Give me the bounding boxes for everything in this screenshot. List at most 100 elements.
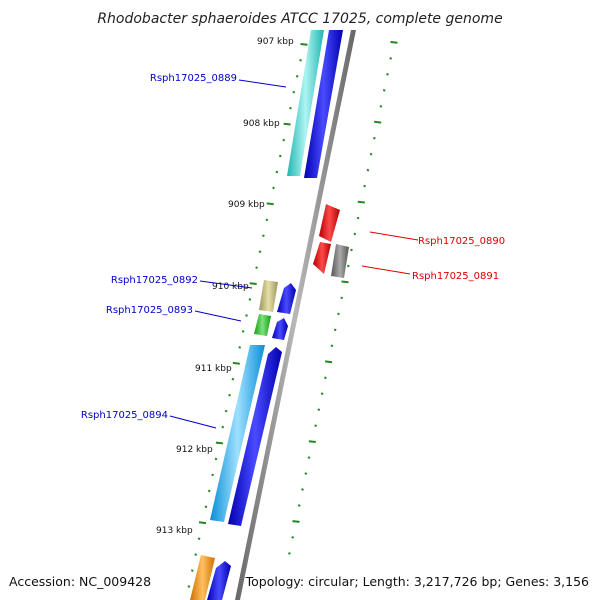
left-scale-tick	[292, 90, 296, 94]
right-scale-tick	[356, 216, 360, 220]
right-scale-ticks	[288, 41, 398, 555]
gene-0891-red-arrow[interactable]	[313, 242, 331, 274]
left-scale-tick	[255, 266, 258, 269]
left-scale-tick	[266, 202, 274, 206]
right-scale-tick	[341, 280, 349, 284]
leader-line-0889	[238, 79, 287, 88]
gene-label-0890[interactable]: Rsph17025_0890	[418, 236, 505, 247]
left-scale-tick	[300, 43, 308, 46]
right-scale-tick	[320, 392, 324, 396]
gene-0892-khaki-box[interactable]	[259, 280, 278, 312]
leader-line-0894	[169, 415, 217, 429]
right-scale-tick	[369, 152, 373, 156]
gene-0891-gray-box[interactable]	[331, 244, 349, 278]
topology-text: Topology: circular; Length: 3,217,726 bp…	[245, 574, 589, 589]
kbp-label-907: 907 kbp	[257, 37, 294, 47]
right-scale-tick	[288, 552, 291, 555]
gene-0894-blue-bar[interactable]	[228, 347, 282, 526]
gene-0889-blue-bar[interactable]	[304, 30, 343, 178]
left-scale-tick	[194, 553, 198, 556]
right-scale-tick	[324, 376, 327, 380]
left-scale-tick	[221, 425, 225, 429]
gene-orange-bar[interactable]	[190, 555, 215, 600]
leader-line-0890	[369, 231, 419, 241]
gene-bottom-blue-bar[interactable]	[207, 561, 231, 600]
left-scale-tick	[258, 250, 262, 254]
right-scale-tick	[301, 488, 304, 491]
left-scale-tick	[238, 346, 242, 349]
right-scale-tick	[366, 168, 370, 172]
kbp-label-910: 910 kbp	[212, 282, 249, 292]
gene-label-0893[interactable]: Rsph17025_0893	[106, 305, 193, 316]
left-scale-tick	[207, 489, 211, 493]
right-scale-tick	[373, 136, 376, 140]
kbp-label-909: 909 kbp	[228, 200, 265, 210]
kbp-label-913: 913 kbp	[156, 526, 193, 536]
right-scale-tick	[333, 328, 337, 332]
left-scale-tick	[295, 74, 299, 78]
left-scale-tick	[248, 298, 252, 301]
genome-backbone	[235, 30, 356, 600]
right-scale-tick	[379, 104, 383, 108]
gene-0894-sky-bar[interactable]	[210, 345, 265, 522]
left-scale-tick	[231, 377, 235, 381]
gene-0893-blue-arrow[interactable]	[272, 318, 288, 340]
right-scale-tick	[324, 360, 333, 364]
right-scale-tick	[357, 200, 365, 204]
right-scale-tick	[340, 296, 344, 300]
gene-label-0892[interactable]: Rsph17025_0892	[111, 275, 198, 286]
genome-title: Rhodobacter sphaeroides ATCC 17025, comp…	[97, 11, 502, 27]
left-scale-tick	[278, 154, 282, 158]
kbp-label-911: 911 kbp	[195, 364, 232, 374]
left-scale-tick	[282, 138, 286, 142]
gene-0889-cyan-bar[interactable]	[287, 30, 324, 176]
right-scale-tick	[314, 424, 317, 428]
accession-text: Accession: NC_009428	[9, 574, 151, 589]
left-scale-tick	[224, 409, 228, 413]
right-scale-tick	[390, 41, 398, 44]
right-scale-tick	[382, 88, 386, 92]
gene-label-0891[interactable]: Rsph17025_0891	[412, 271, 499, 282]
leader-line-0891	[361, 265, 411, 275]
left-scale-tick	[289, 106, 292, 110]
left-scale-tick	[249, 282, 257, 285]
left-scale-tick	[241, 330, 245, 333]
right-scale-tick	[308, 440, 316, 443]
kbp-label-912: 912 kbp	[176, 445, 213, 455]
right-scale-tick	[297, 504, 301, 507]
right-scale-tick	[386, 72, 389, 76]
gene-0893-green-box[interactable]	[254, 314, 271, 336]
gene-label-0894[interactable]: Rsph17025_0894	[81, 410, 168, 421]
gene-0892-blue-arrow[interactable]	[277, 283, 296, 314]
right-scale-tick	[346, 264, 350, 268]
leader-line-0893	[194, 310, 242, 322]
left-scale-tick	[214, 457, 218, 461]
right-scale-tick	[292, 520, 300, 523]
right-scale-tick	[350, 248, 353, 252]
left-scale-tick	[190, 569, 194, 572]
left-scale-ticks	[187, 43, 308, 588]
right-scale-tick	[291, 536, 295, 539]
kbp-label-908: 908 kbp	[243, 119, 280, 129]
left-scale-tick	[299, 58, 302, 62]
left-scale-tick	[228, 393, 231, 397]
right-scale-tick	[337, 312, 340, 316]
left-scale-tick	[245, 314, 248, 317]
left-scale-tick	[262, 234, 265, 238]
right-scale-tick	[330, 344, 334, 348]
left-scale-tick	[232, 361, 240, 365]
left-scale-tick	[283, 122, 291, 126]
left-scale-tick	[265, 218, 269, 222]
right-scale-tick	[374, 120, 382, 124]
right-scale-tick	[307, 456, 311, 459]
right-scale-tick	[317, 408, 321, 412]
gene-0890-red-arrow[interactable]	[319, 204, 340, 242]
left-scale-tick	[204, 505, 208, 509]
left-scale-tick	[215, 441, 224, 445]
right-scale-tick	[389, 57, 393, 60]
gene-label-0889[interactable]: Rsph17025_0889	[150, 73, 237, 84]
right-scale-tick	[304, 472, 308, 475]
left-scale-tick	[272, 186, 275, 190]
